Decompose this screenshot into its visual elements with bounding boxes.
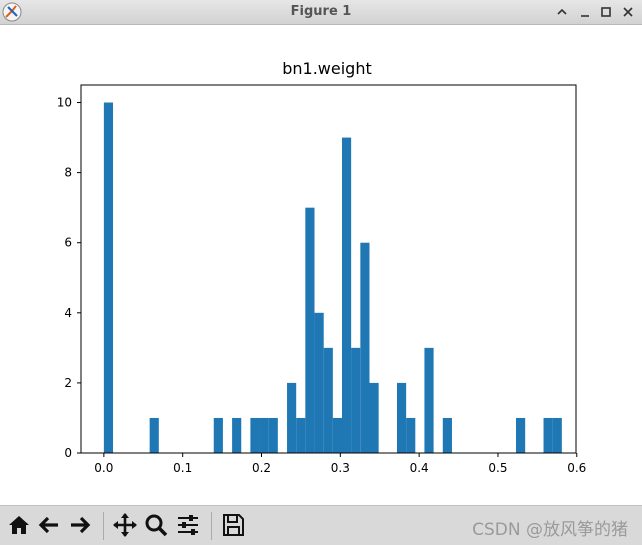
y-tick-label: 4 xyxy=(64,306,72,320)
x-tick-label: 0.3 xyxy=(331,461,350,475)
watermark: CSDN @放风筝的猪 xyxy=(472,520,628,540)
forward-button[interactable] xyxy=(67,512,93,538)
histogram-bar xyxy=(360,242,370,453)
histogram-bar xyxy=(341,137,352,453)
toolbar-separator xyxy=(103,512,104,540)
back-button[interactable] xyxy=(36,512,62,538)
x-axis: 0.0 0.1 0.2 0.3 0.4 0.5 0.6 xyxy=(94,453,586,475)
x-tick-label: 0.5 xyxy=(488,461,507,475)
minimize-button[interactable] xyxy=(576,3,594,21)
pan-button[interactable] xyxy=(112,512,138,538)
histogram-bar xyxy=(314,312,324,453)
chevron-up-icon xyxy=(557,8,567,15)
forward-icon xyxy=(71,516,91,534)
toolbar-separator xyxy=(211,512,212,540)
histogram-bar xyxy=(232,417,242,453)
minimize-icon xyxy=(581,15,589,17)
axes-frame xyxy=(80,84,577,454)
histogram-bar xyxy=(259,417,269,453)
x-tick-label: 0.6 xyxy=(567,461,586,475)
histogram-chart: bn1.weight 0.0 0.1 0.2 0.3 0.4 0.5 0.6 0 2 4 6 8 10 xyxy=(57,59,587,475)
y-axis: 0 2 4 6 8 10 xyxy=(57,96,81,460)
x-tick-label: 0.1 xyxy=(173,461,192,475)
window-titlebar[interactable]: Figure 1 xyxy=(0,0,642,25)
histogram-bar xyxy=(268,417,278,453)
x-tick-label: 0.2 xyxy=(252,461,271,475)
save-icon xyxy=(223,514,244,536)
home-button[interactable] xyxy=(6,512,32,538)
zoom-button[interactable] xyxy=(143,512,169,538)
histogram-bar xyxy=(296,417,306,453)
histogram-bar xyxy=(213,417,223,453)
histogram-bar xyxy=(332,417,342,453)
bars-group xyxy=(103,102,562,454)
y-tick-label: 10 xyxy=(57,96,72,110)
histogram-bar xyxy=(397,382,407,453)
app-icon xyxy=(2,2,22,22)
histogram-bar xyxy=(323,347,333,453)
histogram-bar xyxy=(552,417,562,453)
maximize-icon xyxy=(601,7,611,17)
save-button[interactable] xyxy=(220,512,246,538)
histogram-bar xyxy=(424,347,434,453)
back-icon xyxy=(38,516,58,534)
histogram-bar xyxy=(149,417,159,453)
histogram-bar xyxy=(250,417,260,453)
navigation-toolbar: CSDN @放风筝的猪 xyxy=(0,505,642,545)
histogram-bar xyxy=(543,417,553,453)
y-tick-label: 0 xyxy=(64,446,72,460)
chart-title: bn1.weight xyxy=(282,59,372,78)
configure-subplots-button[interactable] xyxy=(175,512,201,538)
close-icon xyxy=(623,7,633,17)
x-tick-label: 0.0 xyxy=(94,461,113,475)
y-tick-label: 2 xyxy=(64,376,72,390)
maximize-button[interactable] xyxy=(597,3,615,21)
histogram-bar xyxy=(103,102,114,454)
zoom-icon xyxy=(145,514,168,537)
histogram-bar xyxy=(516,417,526,453)
y-tick-label: 6 xyxy=(64,236,72,250)
histogram-bar xyxy=(305,207,315,453)
figure-canvas[interactable]: bn1.weight 0.0 0.1 0.2 0.3 0.4 0.5 0.6 0 2 4 6 8 10 xyxy=(0,25,642,504)
y-tick-label: 8 xyxy=(64,166,72,180)
home-icon xyxy=(9,516,29,534)
pan-icon xyxy=(113,513,137,537)
x-tick-label: 0.4 xyxy=(410,461,429,475)
histogram-bar xyxy=(287,382,297,453)
configure-subplots-icon xyxy=(178,515,198,535)
collapse-button[interactable] xyxy=(553,3,571,21)
histogram-bar xyxy=(369,382,379,453)
histogram-bar xyxy=(442,417,452,453)
close-button[interactable] xyxy=(619,3,637,21)
histogram-bar xyxy=(351,347,361,453)
window-title: Figure 1 xyxy=(290,4,352,19)
histogram-bar xyxy=(406,417,416,453)
